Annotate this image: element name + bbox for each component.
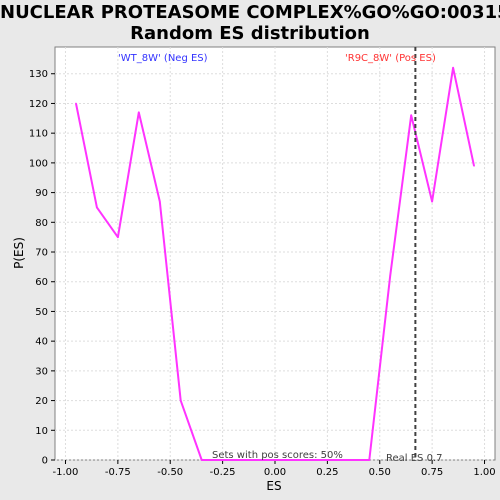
pos-es-label: 'R9C_8W' (Pos ES) (345, 53, 436, 64)
x-tick-label: -1.00 (53, 467, 79, 478)
x-tick-label: 0.25 (316, 467, 338, 478)
grid-lines (55, 47, 495, 461)
series-line (75, 66, 475, 461)
data-point (389, 274, 392, 277)
y-axis-label: P(ES) (12, 237, 26, 269)
y-tick-label: 70 (35, 248, 48, 259)
y-tick-label: 60 (35, 277, 48, 288)
data-point (410, 114, 412, 117)
data-point (305, 459, 308, 461)
real-es-label: Real ES 0.7 (386, 453, 442, 464)
x-axis-ticks: -1.00 -0.75 -0.50 -0.25 0.00 0.25 0.50 0.75 1.00 (53, 460, 496, 478)
data-point (221, 459, 224, 461)
data-point (326, 459, 329, 461)
chart-title: NUCLEAR PROTEASOME COMPLEX%GO%GO:0031595… (0, 2, 500, 23)
y-tick-label: 40 (35, 337, 48, 348)
pos-scores-label: Sets with pos scores: 50% (212, 450, 343, 461)
data-point (473, 165, 475, 167)
data-point (158, 200, 161, 203)
data-point (347, 459, 350, 461)
data-point (284, 459, 287, 461)
data-point (138, 111, 140, 114)
y-tick-label: 50 (35, 307, 48, 318)
x-tick-label: -0.25 (210, 467, 236, 478)
series-layer (75, 66, 475, 461)
data-point (117, 236, 119, 238)
y-tick-label: 80 (35, 218, 48, 229)
data-point (96, 206, 98, 209)
y-tick-label: 120 (29, 99, 48, 110)
chart-subtitle: Random ES distribution (130, 23, 370, 44)
data-point (368, 459, 371, 461)
y-tick-label: 30 (35, 366, 48, 377)
y-tick-label: 0 (42, 456, 48, 467)
x-tick-label: 0.75 (421, 467, 443, 478)
y-tick-label: 110 (29, 129, 48, 140)
data-point (179, 399, 182, 402)
neg-es-label: 'WT_8W' (Neg ES) (118, 53, 208, 64)
y-tick-label: 10 (35, 426, 48, 437)
x-tick-label: 0.50 (369, 467, 391, 478)
data-point (431, 200, 433, 203)
data-point (242, 459, 245, 461)
y-tick-label: 130 (29, 69, 48, 80)
y-axis-ticks: 0 10 20 30 40 50 60 70 80 90 100 110 120 130 (29, 69, 55, 467)
data-point (263, 459, 266, 461)
y-tick-label: 100 (29, 158, 48, 169)
data-point (452, 66, 454, 69)
x-tick-label: 1.00 (473, 467, 495, 478)
x-tick-label: -0.75 (105, 467, 131, 478)
y-tick-label: 20 (35, 396, 48, 407)
x-tick-label: -0.50 (157, 467, 183, 478)
data-point (75, 102, 77, 105)
x-axis-label: ES (266, 479, 281, 493)
y-tick-label: 90 (35, 188, 48, 199)
x-tick-label: 0.00 (264, 467, 286, 478)
data-point (200, 459, 203, 461)
